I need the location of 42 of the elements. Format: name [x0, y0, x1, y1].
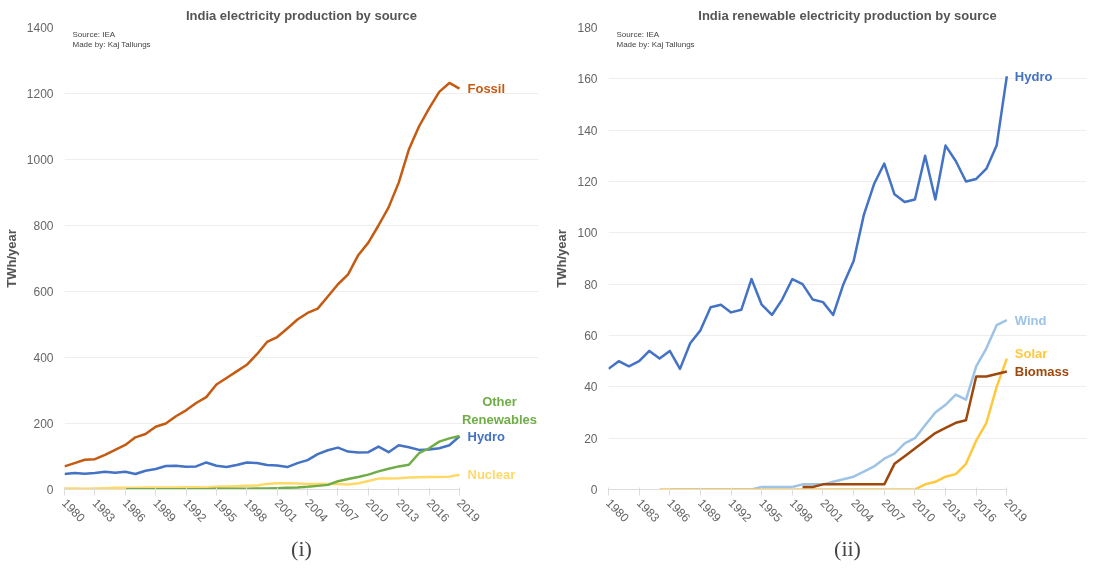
series-label: Fossil	[467, 81, 506, 97]
line-series	[608, 75, 1009, 371]
series-label: Other Renewables	[461, 393, 538, 427]
line-series	[64, 435, 461, 476]
y-tick-label: 80	[584, 277, 598, 292]
y-tick-label: 100	[577, 226, 598, 241]
y-axis-title: TWh/year	[554, 229, 570, 288]
y-tick-label: 1000	[26, 153, 54, 167]
y-tick-label: 180	[577, 21, 598, 35]
annotation: Source: IEA	[616, 29, 660, 39]
series-label: Wind	[1014, 312, 1047, 328]
y-tick-label: 40	[584, 380, 598, 395]
line-series	[124, 434, 461, 490]
series-label: Hydro	[1014, 68, 1053, 84]
series-label: Nuclear	[467, 467, 516, 483]
annotation: Made by: Kaj Tallungs	[72, 39, 151, 49]
y-tick-label: 600	[33, 285, 54, 299]
y-tick-label: 1400	[26, 21, 54, 35]
chart-title: India electricity production by source	[185, 7, 418, 23]
y-tick-label: 0	[590, 483, 598, 497]
series-label: Solar	[1014, 346, 1048, 362]
y-tick-label: 400	[33, 351, 54, 365]
y-tick-label: 20	[584, 431, 598, 446]
y-tick-label: 1200	[26, 87, 54, 101]
chart-title: India renewable electricity production by source	[698, 7, 997, 23]
y-tick-label: 60	[584, 329, 598, 343]
annotation: Source: IEA	[72, 29, 116, 39]
annotation: Made by: Kaj Tallungs	[616, 39, 695, 49]
y-axis-title: TWh/year	[3, 229, 19, 288]
line-series	[801, 370, 1009, 489]
series-label: Hydro	[467, 428, 506, 444]
line-series	[64, 81, 461, 468]
y-tick-label: 120	[577, 175, 598, 189]
line-series	[658, 357, 1009, 490]
y-tick-label: 0	[46, 483, 54, 497]
series-label: Biomass	[1014, 363, 1070, 379]
text: (i)	[291, 535, 312, 561]
text: (ii)	[834, 535, 861, 561]
y-tick-label: 800	[33, 219, 54, 233]
y-tick-label: 160	[577, 72, 598, 87]
y-tick-label: 140	[577, 123, 598, 138]
y-tick-label: 200	[33, 417, 54, 431]
